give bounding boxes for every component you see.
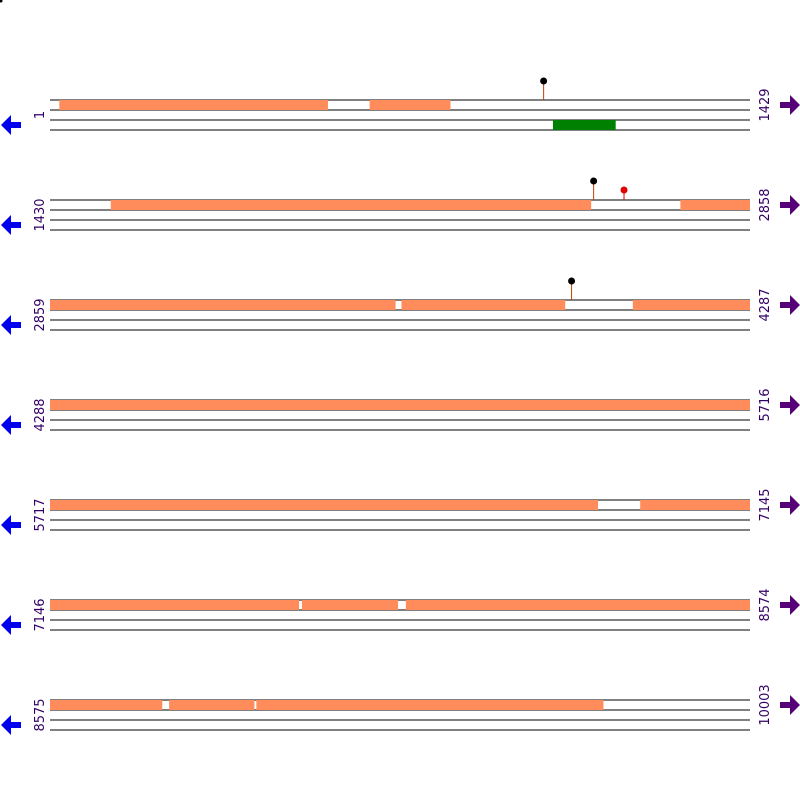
row-start-label: 5717 <box>33 498 48 531</box>
arrow-left-icon[interactable] <box>1 315 21 335</box>
segment-bar <box>59 100 328 110</box>
marker-head[interactable] <box>568 277 576 285</box>
arrow-right-icon[interactable] <box>780 95 800 115</box>
segment-bar <box>50 400 750 410</box>
segment-bar <box>680 200 750 210</box>
map-row: 7146 8574 <box>1 588 800 635</box>
corner-dot <box>0 0 3 3</box>
arrow-left-icon[interactable] <box>1 515 21 535</box>
row-start-label: 7146 <box>33 598 48 631</box>
arrow-right-icon[interactable] <box>780 695 800 715</box>
map-row: 2859 4287 <box>1 277 800 335</box>
segment-bar <box>169 700 255 710</box>
segment-bar <box>50 300 396 310</box>
segment-bar <box>405 600 750 610</box>
row-end-label: 8574 <box>758 588 773 621</box>
row-start-label: 8575 <box>33 698 48 731</box>
segment-bar <box>110 200 592 210</box>
segment-bar <box>50 600 300 610</box>
arrow-left-icon[interactable] <box>1 415 21 435</box>
row-end-label: 5716 <box>758 388 773 421</box>
map-row: 5717 7145 <box>1 488 800 535</box>
arrow-right-icon[interactable] <box>780 595 800 615</box>
row-start-label: 1430 <box>33 198 48 231</box>
segment-bar <box>301 600 399 610</box>
arrow-right-icon[interactable] <box>780 295 800 315</box>
marker-head[interactable] <box>540 77 548 85</box>
map-row: 4288 5716 <box>1 388 800 435</box>
row-end-label: 7145 <box>758 488 773 521</box>
row-end-label: 2858 <box>758 188 773 221</box>
arrow-left-icon[interactable] <box>1 715 21 735</box>
arrow-left-icon[interactable] <box>1 615 21 635</box>
arrow-right-icon[interactable] <box>780 495 800 515</box>
segment-bar <box>369 100 451 110</box>
marker-head[interactable] <box>590 177 598 185</box>
arrow-left-icon[interactable] <box>1 215 21 235</box>
row-start-label: 2859 <box>33 298 48 331</box>
row-start-label: 1 <box>33 111 48 119</box>
segment-bar <box>401 300 566 310</box>
map-row: 1 1429 <box>1 77 800 135</box>
map-row: 8575 10003 <box>1 684 800 735</box>
segment-bar <box>256 700 604 710</box>
marker-head[interactable] <box>620 186 628 194</box>
arrow-left-icon[interactable] <box>1 115 21 135</box>
arrow-right-icon[interactable] <box>780 195 800 215</box>
row-start-label: 4288 <box>33 398 48 431</box>
segment-bar <box>632 300 750 310</box>
row-end-label: 1429 <box>758 88 773 121</box>
segment-bar <box>50 700 163 710</box>
segment-bar <box>640 500 750 510</box>
map-row: 1430 2858 <box>1 177 800 235</box>
segment-bar <box>50 500 599 510</box>
row-end-label: 4287 <box>758 288 773 321</box>
feature-bar <box>552 120 616 130</box>
row-end-label: 10003 <box>758 684 773 725</box>
arrow-right-icon[interactable] <box>780 395 800 415</box>
